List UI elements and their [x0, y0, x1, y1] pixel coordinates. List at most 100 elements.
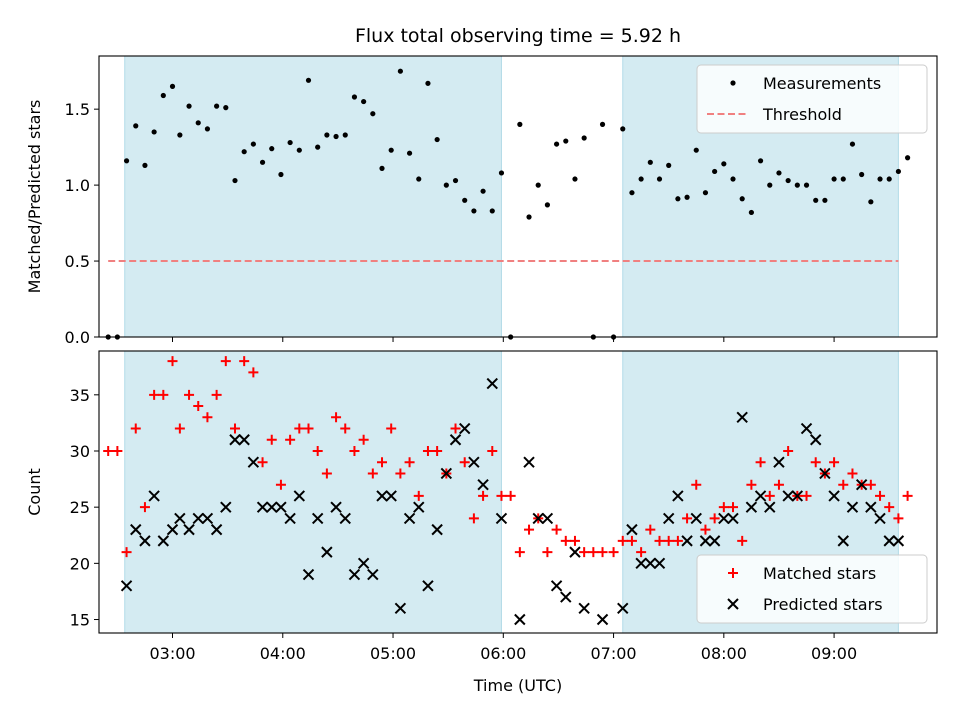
matched-star-point — [608, 547, 619, 558]
measurement-point — [416, 176, 422, 182]
measurement-point — [712, 168, 718, 175]
matched-star-point — [149, 389, 160, 400]
predicted-star-point — [782, 490, 794, 502]
predicted-star-point — [764, 501, 776, 513]
predicted-star-point — [596, 613, 609, 626]
axes-frame — [98, 55, 938, 338]
measurement-point — [526, 214, 532, 220]
x-axis-label: Time (UTC) — [473, 676, 562, 695]
predicted-star-point — [644, 557, 657, 570]
predicted-star-point — [617, 602, 629, 614]
measurement-point — [315, 144, 321, 150]
predicted-star-point — [174, 512, 186, 525]
measurement-point — [822, 197, 828, 203]
measurement-point — [425, 80, 431, 86]
matched-star-point — [496, 490, 507, 501]
predicted-star-point — [440, 467, 453, 480]
matched-star-point — [487, 445, 498, 456]
predicted-star-point — [523, 456, 535, 468]
matched-star-point — [202, 412, 213, 423]
measurement-point — [259, 159, 266, 165]
matched-star-point — [579, 547, 590, 558]
matched-star-point — [248, 367, 259, 378]
measurement-point — [739, 196, 745, 202]
measurement-point — [895, 168, 902, 175]
matched-star-point — [893, 513, 904, 524]
y-axis-label: Matched/Predicted stars — [25, 100, 44, 294]
measurement-point — [480, 188, 486, 194]
measurement-point — [886, 176, 892, 182]
predicted-star-point — [819, 467, 831, 480]
y-tick-label: 15 — [70, 611, 90, 630]
matched-star-point — [838, 479, 849, 490]
matched-star-point — [239, 356, 250, 367]
predicted-star-point — [865, 501, 877, 513]
predicted-star-point — [394, 602, 407, 614]
y-tick-label: 1.0 — [65, 176, 90, 195]
matched-star-point — [663, 535, 674, 546]
measurement-point — [638, 176, 644, 182]
predicted-star-point — [883, 535, 895, 547]
matched-star-point — [158, 389, 169, 400]
chart-title: Flux total observing time = 5.92 h — [355, 25, 681, 47]
measurement-point — [767, 182, 773, 188]
measurement-point — [397, 68, 403, 74]
matched-star-point — [229, 423, 240, 434]
measurement-point — [831, 176, 837, 182]
predicted-star-point — [293, 490, 306, 502]
matched-star-point — [737, 535, 748, 546]
measurement-point — [517, 121, 523, 127]
matched-star-point — [139, 502, 150, 513]
predicted-star-point — [201, 512, 214, 525]
predicted-star-point — [514, 613, 526, 626]
matched-star-point — [211, 389, 222, 400]
matched-star-point — [636, 547, 647, 558]
legend-box — [696, 64, 928, 134]
predicted-star-point — [541, 512, 554, 525]
legend-marker-matched — [728, 568, 738, 578]
predicted-star-point — [431, 523, 443, 536]
matched-star-point — [321, 468, 332, 479]
predicted-star-point — [578, 602, 590, 614]
matched-star-point — [542, 547, 553, 558]
measurement-point — [629, 190, 635, 196]
matched-star-point — [266, 434, 277, 445]
predicted-star-point — [339, 512, 351, 525]
measurement-point — [379, 165, 385, 171]
matched-star-point — [801, 490, 812, 501]
measurement-point — [370, 111, 376, 117]
predicted-star-point — [532, 512, 544, 525]
measurement-point — [840, 176, 846, 182]
predicted-star-point — [192, 512, 204, 525]
y-tick-label: 25 — [70, 498, 90, 517]
x-tick-label: 06:00 — [480, 644, 526, 663]
matched-star-point — [478, 490, 489, 501]
matched-star-point — [312, 445, 323, 456]
measurement-point — [462, 197, 468, 203]
measurement-point — [553, 141, 560, 147]
matched-star-point — [617, 535, 628, 546]
predicted-star-point — [745, 501, 758, 513]
matched-star-point — [220, 356, 231, 367]
predicted-star-point — [275, 501, 287, 513]
predicted-star-point — [458, 422, 471, 435]
predicted-star-point — [357, 557, 370, 570]
measurement-point — [443, 182, 449, 188]
measurement-point — [748, 209, 754, 216]
measurement-point — [434, 136, 440, 143]
measurement-point — [904, 155, 911, 161]
predicted-star-point — [550, 580, 563, 592]
matched-star-point — [654, 535, 665, 546]
legend: Matched stars Predicted stars — [696, 554, 928, 624]
measurement-point — [877, 176, 883, 182]
measurement-point — [620, 126, 626, 132]
predicted-star-point — [635, 557, 647, 570]
measurement-point — [675, 196, 681, 202]
y-axis-label: Count — [25, 468, 44, 516]
matched-star-point — [691, 479, 702, 490]
measurement-point — [177, 132, 183, 138]
predicted-star-point — [773, 456, 785, 468]
matched-star-point — [626, 535, 637, 546]
predicted-star-point — [681, 535, 693, 547]
